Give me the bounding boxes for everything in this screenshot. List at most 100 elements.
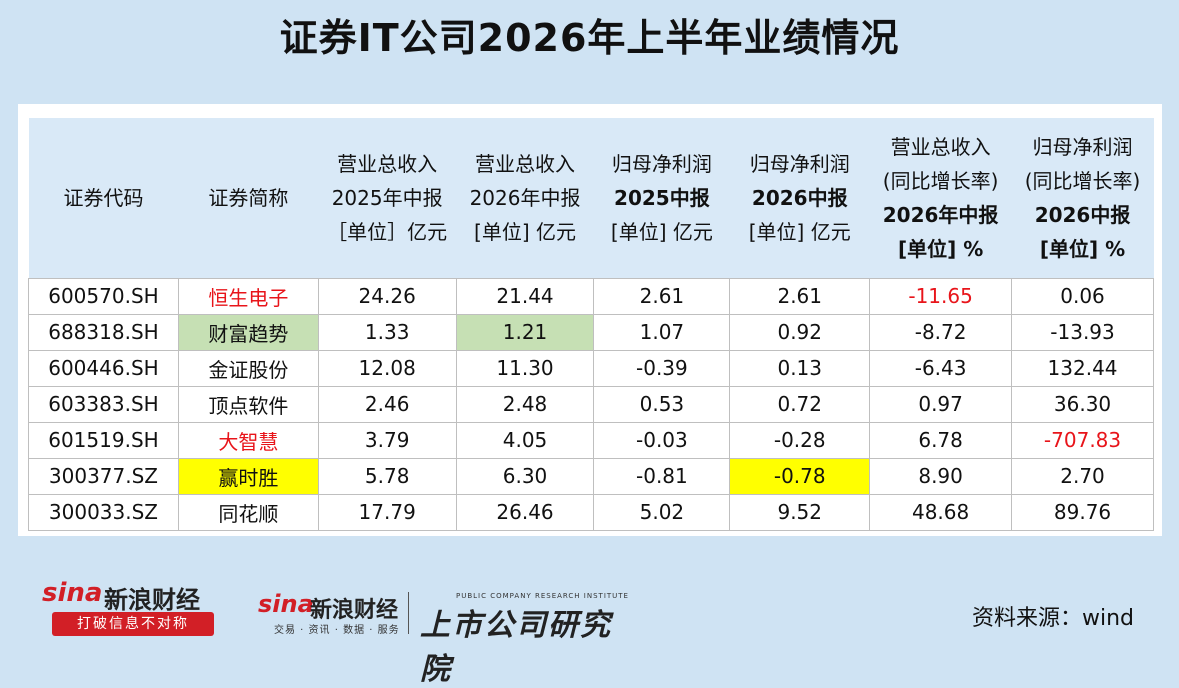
institute-english-name: PUBLIC COMPANY RESEARCH INSTITUTE [456, 592, 629, 600]
sina-finance-name: 新浪财经 [310, 598, 399, 623]
cell-value: -0.39 [593, 349, 731, 387]
header-line: 2026中报 [751, 185, 848, 210]
header-line: (同比增长率) [882, 168, 999, 193]
cell-value: 21.44 [455, 277, 595, 315]
header-code: 证券代码 [29, 118, 179, 278]
cell-value: -11.65 [869, 277, 1013, 315]
institute-chinese-name: 上市公司研究院 [420, 608, 612, 687]
cell-value: 5.78 [317, 457, 457, 495]
header-line: 营业总收入 [890, 134, 991, 159]
cell-value: 2.48 [455, 385, 595, 423]
data-source: 资料来源：wind [972, 606, 1135, 631]
header-line: (同比增长率) [1024, 168, 1141, 193]
logo-divider [408, 592, 409, 634]
cell-value: 0.06 [1011, 277, 1154, 315]
cell-value: 1.33 [317, 313, 457, 351]
performance-table: 证券代码 证券简称 营业总收入 2025年中报 ［单位］亿元 营业总收入 202… [28, 118, 1154, 531]
cell-value: 0.53 [593, 385, 731, 423]
table-row: 300377.SZ 赢时胜 5.78 6.30 -0.81 -0.78 8.90… [28, 457, 1154, 495]
cell-value: -13.93 [1011, 313, 1154, 351]
header-revenue-2025: 营业总收入 2025年中报 ［单位］亿元 [318, 118, 456, 278]
cell-value: 4.05 [455, 421, 595, 459]
cell-value: -8.72 [869, 313, 1013, 351]
cell-value: 12.08 [317, 349, 457, 387]
header-name-label: 证券简称 [208, 185, 289, 210]
header-line: 营业总收入 [475, 151, 576, 176]
header-code-label: 证券代码 [63, 185, 144, 210]
cell-value: 17.79 [317, 493, 457, 531]
sina-logo-text: sina [258, 590, 314, 618]
cell-name: 同花顺 [177, 493, 319, 531]
slogan-badge: 打破信息不对称 [52, 612, 214, 636]
cell-value: 1.21 [455, 313, 595, 351]
cell-value: 1.07 [593, 313, 731, 351]
table-panel: 证券代码 证券简称 营业总收入 2025年中报 ［单位］亿元 营业总收入 202… [18, 104, 1162, 536]
header-line: ［单位］亿元 [327, 219, 448, 244]
cell-value: 0.97 [869, 385, 1013, 423]
cell-code: 601519.SH [28, 421, 179, 459]
header-line: [单位] % [1039, 236, 1126, 261]
header-revenue-growth: 营业总收入 (同比增长率) 2026年中报 [单位] % [870, 118, 1012, 278]
header-line: [单位] % [897, 236, 984, 261]
header-profit-2025: 归母净利润 2025中报 [单位] 亿元 [594, 118, 730, 278]
header-line: 归母净利润 [611, 151, 712, 176]
cell-code: 688318.SH [28, 313, 179, 351]
cell-value: -6.43 [869, 349, 1013, 387]
cell-name: 恒生电子 [177, 277, 319, 315]
sina-finance-subtitle: 交易 · 资讯 · 数据 · 服务 [274, 625, 400, 636]
cell-code: 603383.SH [28, 385, 179, 423]
cell-value: 3.79 [317, 421, 457, 459]
cell-value: 2.61 [593, 277, 731, 315]
header-line: [单位] 亿元 [748, 219, 851, 244]
cell-value: 0.92 [729, 313, 871, 351]
research-institute-logo: sina 新浪财经 交易 · 资讯 · 数据 · 服务 PUBLIC COMPA… [258, 590, 638, 687]
table-row: 603383.SH 顶点软件 2.46 2.48 0.53 0.72 0.97 … [28, 385, 1154, 423]
header-line: 2026中报 [1034, 202, 1131, 227]
header-line: 2026年中报 [469, 185, 581, 210]
header-line: [单位] 亿元 [474, 219, 576, 244]
sina-finance-logo: sina 新浪财经 打破信息不对称 [42, 572, 222, 636]
header-name: 证券简称 [178, 118, 318, 278]
cell-value: 5.02 [593, 493, 731, 531]
cell-value: 132.44 [1011, 349, 1154, 387]
header-line: 2026年中报 [882, 202, 999, 227]
cell-value: 0.13 [729, 349, 871, 387]
table-row: 688318.SH 财富趋势 1.33 1.21 1.07 0.92 -8.72… [28, 313, 1154, 351]
cell-value: 8.90 [869, 457, 1013, 495]
table-header-row: 证券代码 证券简称 营业总收入 2025年中报 ［单位］亿元 营业总收入 202… [28, 118, 1154, 278]
sina-logo-text: sina [42, 578, 103, 608]
header-line: 2025中报 [614, 185, 710, 210]
cell-value: 26.46 [455, 493, 595, 531]
header-line: 归母净利润 [749, 151, 850, 176]
cell-value: 6.78 [869, 421, 1013, 459]
cell-value: 11.30 [455, 349, 595, 387]
cell-value: -0.28 [729, 421, 871, 459]
footer: sina 新浪财经 打破信息不对称 sina 新浪财经 交易 · 资讯 · 数据… [0, 560, 1179, 687]
table-row: 300033.SZ 同花顺 17.79 26.46 5.02 9.52 48.6… [28, 493, 1154, 531]
header-line: 营业总收入 [337, 151, 438, 176]
header-line: 归母净利润 [1032, 134, 1133, 159]
cell-value: 36.30 [1011, 385, 1154, 423]
header-profit-2026: 归母净利润 2026中报 [单位] 亿元 [730, 118, 870, 278]
cell-value: 0.72 [729, 385, 871, 423]
cell-name: 大智慧 [177, 421, 319, 459]
cell-name: 金证股份 [177, 349, 319, 387]
cell-value: 2.70 [1011, 457, 1154, 495]
cell-value: 48.68 [869, 493, 1013, 531]
table-row: 600570.SH 恒生电子 24.26 21.44 2.61 2.61 -11… [28, 277, 1154, 315]
cell-code: 600570.SH [28, 277, 179, 315]
cell-value: 6.30 [455, 457, 595, 495]
table-row: 600446.SH 金证股份 12.08 11.30 -0.39 0.13 -6… [28, 349, 1154, 387]
sina-finance-name: 新浪财经 [104, 586, 200, 614]
cell-value: -0.81 [593, 457, 731, 495]
header-line: 2025年中报 [331, 185, 443, 210]
cell-code: 300033.SZ [28, 493, 179, 531]
cell-value: -0.78 [729, 457, 871, 495]
cell-code: 300377.SZ [28, 457, 179, 495]
cell-value: -707.83 [1011, 421, 1154, 459]
cell-name: 顶点软件 [177, 385, 319, 423]
cell-value: 89.76 [1011, 493, 1154, 531]
cell-value: 24.26 [317, 277, 457, 315]
cell-value: 9.52 [729, 493, 871, 531]
table-row: 601519.SH 大智慧 3.79 4.05 -0.03 -0.28 6.78… [28, 421, 1154, 459]
